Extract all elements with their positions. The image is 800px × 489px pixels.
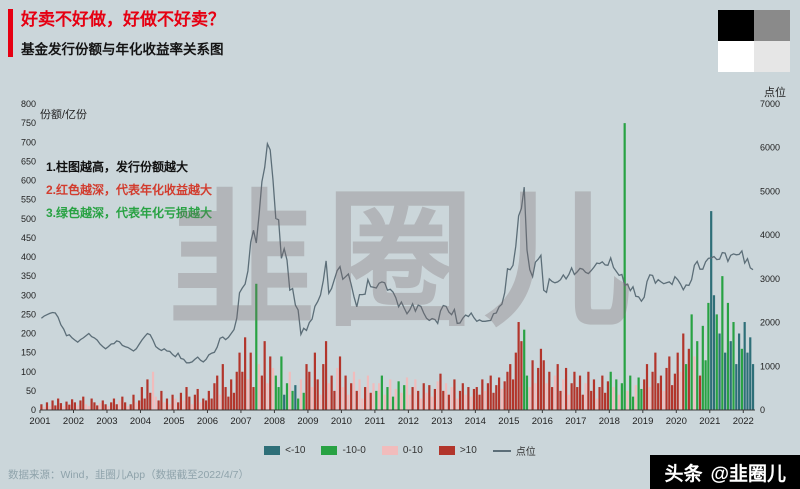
legend-label: 0-10 xyxy=(402,445,423,456)
logo-square-white xyxy=(718,41,754,72)
legend-swatch xyxy=(264,446,281,455)
svg-text:6000: 6000 xyxy=(760,143,780,153)
svg-text:550: 550 xyxy=(21,195,36,205)
legend-item: <-10 xyxy=(264,445,305,456)
page-title: 好卖不好做，好做不好卖？ xyxy=(21,10,225,29)
toutiao-logo-text: 头条 xyxy=(664,463,703,485)
title-accent-bar xyxy=(8,9,13,57)
legend-swatch xyxy=(492,449,511,452)
svg-text:350: 350 xyxy=(21,271,36,281)
svg-text:300: 300 xyxy=(21,290,36,300)
page-subtitle: 基金发行份额与年化收益率关系图 xyxy=(21,42,224,57)
toutiao-badge: 头条 @韭圈儿 xyxy=(650,455,800,489)
svg-text:2007: 2007 xyxy=(230,416,251,427)
svg-text:450: 450 xyxy=(21,233,36,243)
svg-text:750: 750 xyxy=(21,118,36,128)
svg-text:800: 800 xyxy=(21,99,36,109)
account-handle: @韭圈儿 xyxy=(710,463,786,485)
fund-issuance-chart: 0 50 100 150 200 250 300 350 400 450 500 550 600 650 7… xyxy=(21,99,780,427)
svg-text:2012: 2012 xyxy=(398,416,419,427)
svg-text:650: 650 xyxy=(21,156,36,166)
svg-text:2011: 2011 xyxy=(365,416,385,427)
svg-text:2001: 2001 xyxy=(29,416,50,427)
svg-text:2004: 2004 xyxy=(130,416,151,427)
svg-text:2003: 2003 xyxy=(96,416,117,427)
annotation-red-meaning: 2.红色越深，代表年化收益越大 xyxy=(46,183,213,197)
svg-text:7000: 7000 xyxy=(760,99,780,109)
right-axis-ticks: 0 1000 2000 3000 4000 5000 6000 7000 xyxy=(760,99,780,415)
chart-legend: <-10 -10-0 0-10 >10 点位 xyxy=(0,443,800,458)
svg-text:0: 0 xyxy=(760,405,765,415)
svg-text:2021: 2021 xyxy=(699,416,720,427)
svg-text:200: 200 xyxy=(21,329,36,339)
svg-text:50: 50 xyxy=(26,386,36,396)
svg-text:2015: 2015 xyxy=(498,416,519,427)
svg-text:0: 0 xyxy=(31,405,36,415)
svg-text:2006: 2006 xyxy=(197,416,218,427)
legend-item: >10 xyxy=(438,445,477,456)
legend-label: -10-0 xyxy=(342,445,366,456)
legend-item: 点位 xyxy=(492,443,536,458)
legend-label: <-10 xyxy=(285,445,306,456)
svg-text:400: 400 xyxy=(21,252,36,262)
brand-logo xyxy=(718,10,790,72)
svg-text:500: 500 xyxy=(21,214,36,224)
svg-text:2008: 2008 xyxy=(264,416,285,427)
legend-label: >10 xyxy=(459,445,477,456)
svg-text:2013: 2013 xyxy=(431,416,452,427)
svg-text:2022: 2022 xyxy=(733,416,754,427)
svg-text:1000: 1000 xyxy=(760,361,780,371)
svg-text:700: 700 xyxy=(21,137,36,147)
legend-swatch xyxy=(321,446,338,455)
svg-text:2009: 2009 xyxy=(297,416,318,427)
svg-text:2019: 2019 xyxy=(632,416,653,427)
svg-text:100: 100 xyxy=(21,367,36,377)
svg-text:150: 150 xyxy=(21,348,36,358)
annotation-bar-height: 1.柱图越高，发行份额越大 xyxy=(46,160,189,174)
logo-square-light xyxy=(754,41,790,72)
legend-swatch xyxy=(438,446,455,455)
svg-text:2017: 2017 xyxy=(565,416,586,427)
svg-text:3000: 3000 xyxy=(760,274,780,284)
right-axis-label: 点位 xyxy=(764,87,786,99)
left-axis-ticks: 0 50 100 150 200 250 300 350 400 450 500 550 600 650 7… xyxy=(21,99,36,415)
annotation-green-meaning: 3.绿色越深，代表年化亏损越大 xyxy=(46,206,213,220)
svg-text:2016: 2016 xyxy=(532,416,553,427)
legend-item: -10-0 xyxy=(321,445,366,456)
issuance-bars xyxy=(40,123,755,410)
legend-item: 0-10 xyxy=(381,445,423,456)
svg-text:2014: 2014 xyxy=(465,416,486,427)
logo-square-gray xyxy=(754,10,790,41)
svg-text:2020: 2020 xyxy=(666,416,687,427)
svg-text:2002: 2002 xyxy=(63,416,84,427)
svg-text:250: 250 xyxy=(21,309,36,319)
data-source-note: 数据来源：Wind，韭圈儿App（数据截至2022/4/7） xyxy=(8,469,249,481)
svg-text:4000: 4000 xyxy=(760,230,780,240)
legend-swatch xyxy=(381,446,398,455)
left-axis-label: 份额/亿份 xyxy=(40,109,88,121)
svg-text:2005: 2005 xyxy=(163,416,184,427)
svg-text:2018: 2018 xyxy=(599,416,620,427)
logo-square-black xyxy=(718,10,754,41)
legend-label: 点位 xyxy=(515,447,536,458)
svg-text:5000: 5000 xyxy=(760,186,780,196)
svg-text:2000: 2000 xyxy=(760,318,780,328)
svg-text:2010: 2010 xyxy=(331,416,352,427)
x-axis-ticks: 2001 2002 2003 2004 2005 2006 2007 2008 2009 2010… xyxy=(29,410,754,427)
svg-text:600: 600 xyxy=(21,176,36,186)
chart-annotations: 1.柱图越高，发行份额越大 2.红色越深，代表年化收益越大 3.绿色越深，代表年… xyxy=(46,156,212,225)
index-line xyxy=(40,141,754,364)
